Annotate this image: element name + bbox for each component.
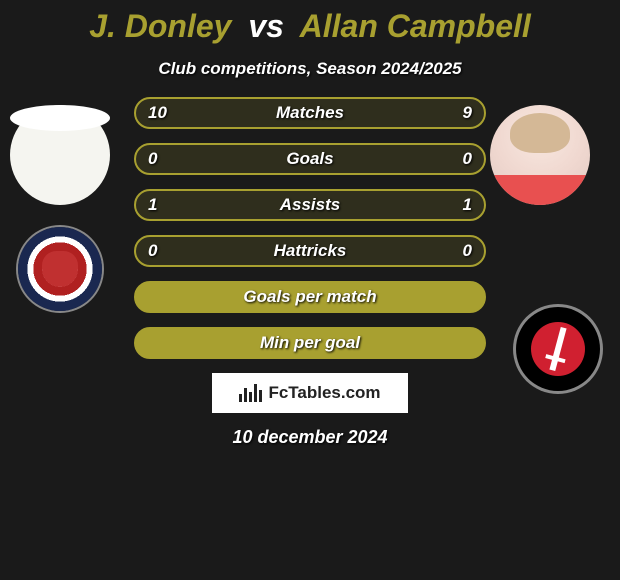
stat-label: Goals per match (243, 287, 376, 307)
player2-photo (490, 105, 590, 205)
content-area: 10 Matches 9 0 Goals 0 1 Assists 1 0 Hat… (0, 97, 620, 448)
badge-sword-icon (549, 327, 566, 371)
stat-left-value: 0 (148, 149, 157, 169)
branding-label: FcTables.com (268, 383, 380, 403)
comparison-title: J. Donley vs Allan Campbell (0, 8, 620, 45)
bar-chart-icon (239, 384, 262, 402)
player1-name: J. Donley (89, 8, 231, 44)
stat-row-min-per-goal: Min per goal (134, 327, 486, 359)
player1-club-badge (18, 227, 102, 311)
stats-column: 10 Matches 9 0 Goals 0 1 Assists 1 0 Hat… (134, 97, 486, 359)
stat-label: Hattricks (274, 241, 347, 261)
stat-label: Min per goal (260, 333, 360, 353)
branding-box: FcTables.com (212, 373, 408, 413)
player2-name: Allan Campbell (300, 8, 531, 44)
stat-right-value: 9 (463, 103, 472, 123)
stat-row-goals-per-match: Goals per match (134, 281, 486, 313)
vs-separator: vs (248, 8, 284, 44)
stat-row-assists: 1 Assists 1 (134, 189, 486, 221)
stat-label: Goals (286, 149, 333, 169)
player1-photo (10, 105, 110, 205)
stat-label: Assists (280, 195, 340, 215)
badge-inner-circle (531, 322, 585, 376)
player1-placeholder-oval (10, 105, 110, 131)
stat-row-hattricks: 0 Hattricks 0 (134, 235, 486, 267)
stat-left-value: 1 (148, 195, 157, 215)
stat-left-value: 0 (148, 241, 157, 261)
stat-left-value: 10 (148, 103, 167, 123)
subtitle: Club competitions, Season 2024/2025 (0, 59, 620, 79)
stat-right-value: 0 (463, 149, 472, 169)
stat-row-matches: 10 Matches 9 (134, 97, 486, 129)
stat-label: Matches (276, 103, 344, 123)
player2-club-badge (516, 307, 600, 391)
stat-right-value: 0 (463, 241, 472, 261)
stat-right-value: 1 (463, 195, 472, 215)
stat-row-goals: 0 Goals 0 (134, 143, 486, 175)
date-label: 10 december 2024 (0, 427, 620, 448)
comparison-card: J. Donley vs Allan Campbell Club competi… (0, 0, 620, 448)
